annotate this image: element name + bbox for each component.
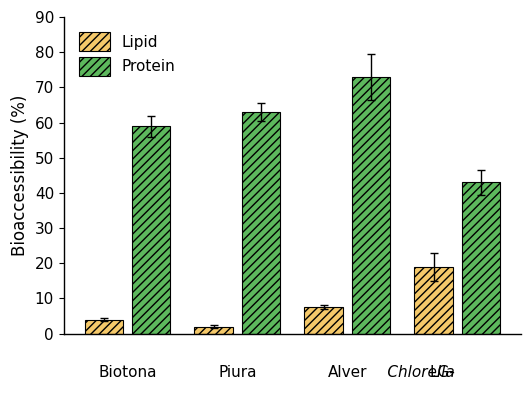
Text: Alver: Alver — [328, 365, 367, 380]
Legend: Lipid, Protein: Lipid, Protein — [71, 25, 183, 83]
Bar — [132, 126, 170, 334]
Text: LG-: LG- — [429, 365, 455, 380]
Bar — [304, 307, 343, 334]
Bar — [352, 77, 390, 334]
Bar — [462, 183, 500, 334]
Text: Piura: Piura — [218, 365, 256, 380]
Bar — [195, 327, 233, 334]
Text: Chlorella: Chlorella — [363, 365, 455, 380]
Bar — [414, 267, 453, 334]
Bar — [242, 112, 280, 334]
Bar — [85, 319, 123, 334]
Text: Biotona: Biotona — [98, 365, 156, 380]
Y-axis label: Bioaccessibility (%): Bioaccessibility (%) — [11, 95, 29, 256]
